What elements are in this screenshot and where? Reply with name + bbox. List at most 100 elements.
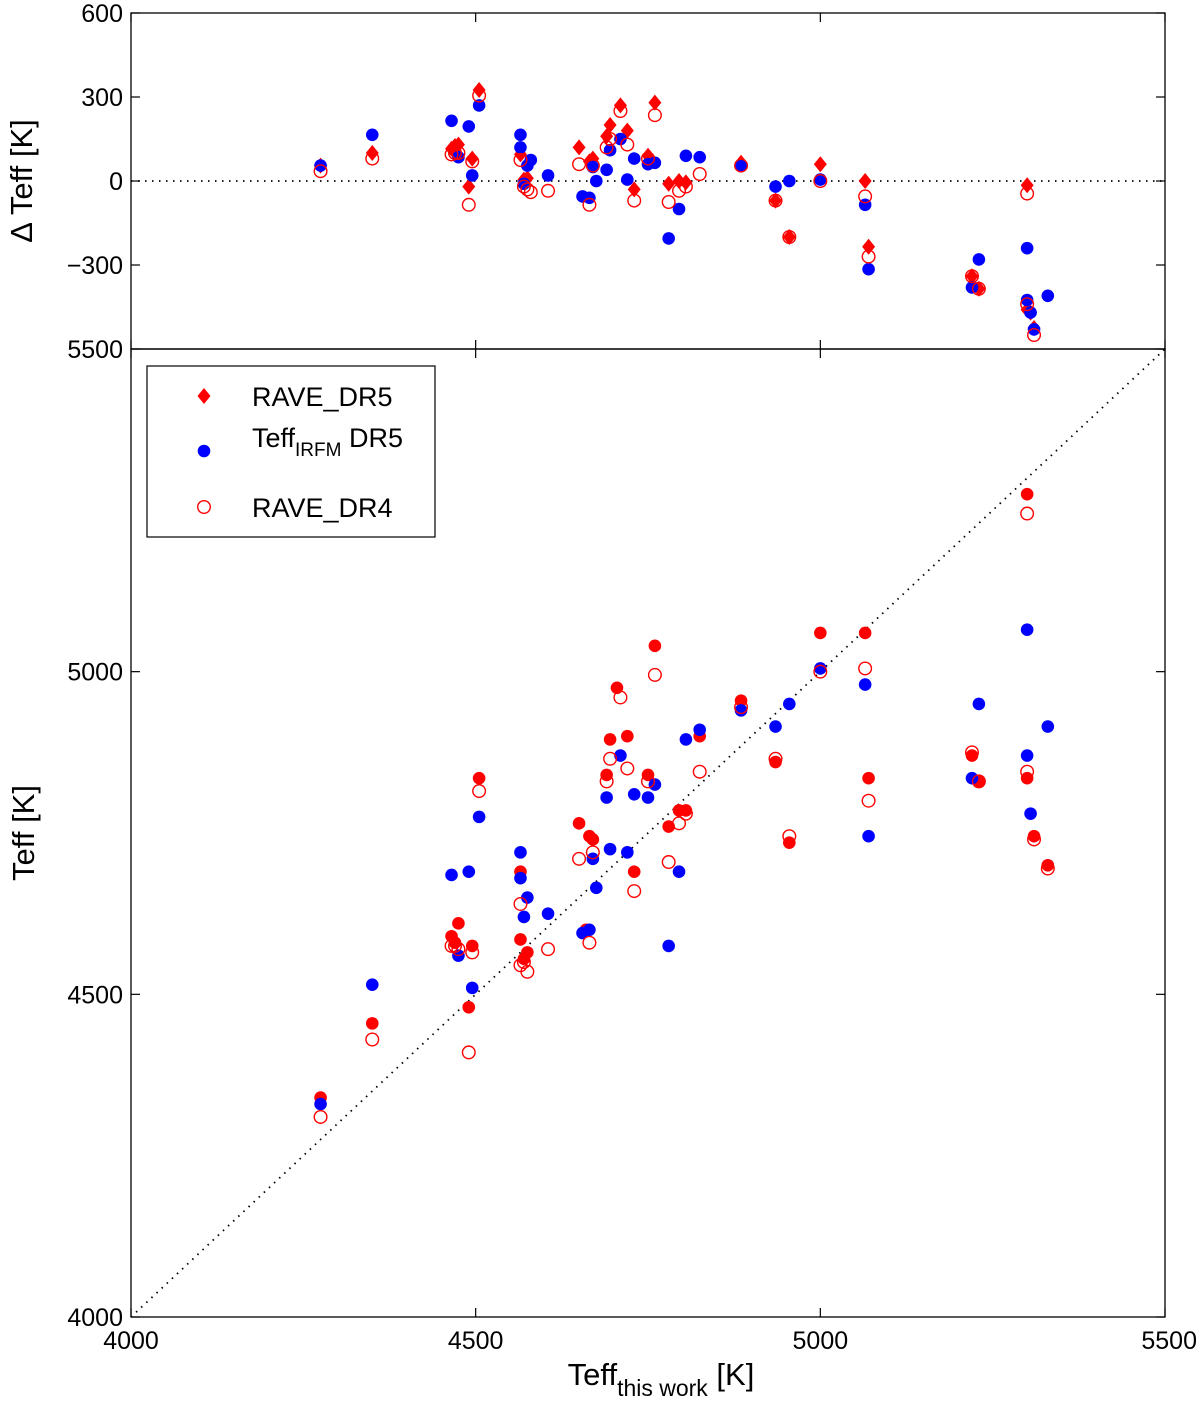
teff-point-rave-dr5 [462,1000,476,1014]
teff-point-teff-irfm-dr5 [583,923,596,937]
teff-point-rave-dr4 [768,751,783,766]
teff-point-teff-irfm-dr5 [783,697,796,711]
teff-point-teff-irfm-dr5 [472,810,486,824]
delta-point-rave-dr4 [768,193,783,208]
diagonal-line [130,348,1166,1318]
teff-point-teff-irfm-dr5 [621,846,634,859]
delta-point-rave-dr4 [971,281,986,296]
delta-point-rave-dr5 [472,82,486,98]
teff-point-rave-dr4 [585,845,600,860]
delta-teff-panel: 600 300 0 −300 5500 Δ Teff [K] [4,0,1166,364]
delta-point-rave-dr5 [627,181,641,198]
teff-point-teff-irfm-dr5 [314,1097,327,1111]
delta-point-rave-dr4 [472,88,487,103]
delta-point-teff-irfm-dr5 [862,262,875,276]
teff-point-rave-dr4 [1020,506,1035,521]
teff-point-rave-dr5 [1041,858,1055,872]
delta-point-rave-dr4 [572,157,587,172]
teff-x-tick-label: 4500 [448,1327,504,1355]
delta-point-teff-irfm-dr5 [586,160,600,174]
teff-point-teff-irfm-dr5 [627,787,641,801]
teff-point-rave-dr5 [965,749,979,762]
teff-point-rave-dr4 [603,751,618,766]
teff-point-rave-dr4 [472,784,487,799]
teff-point-rave-dr4 [1040,861,1055,876]
teff-point-teff-irfm-dr5 [662,939,675,953]
legend-label-teff-irfm-dr5: TeffIRFM DR5 [252,423,403,461]
teff-point-teff-irfm-dr5 [972,697,986,711]
delta-y-tick-label: 600 [81,0,123,28]
teff-point-teff-irfm-dr5 [517,910,531,924]
teff-point-rave-dr5 [572,817,586,830]
delta-point-rave-dr4 [964,269,979,284]
delta-point-rave-dr4 [465,154,480,169]
teff-point-rave-dr4 [582,935,597,950]
delta-point-rave-dr4 [585,158,600,173]
legend-label-teff-main: Teff [252,423,296,453]
delta-point-rave-dr4 [365,151,380,166]
teff-point-rave-dr4 [661,855,676,870]
teff-point-teff-irfm-dr5 [462,865,476,879]
teff-point-rave-dr4 [513,896,528,911]
teff-comparison-ticks: 4000 4500 5000 4000 4500 5000 5500 [67,349,1197,1355]
delta-point-rave-dr4 [603,131,618,146]
teff-point-teff-irfm-dr5 [514,871,527,885]
teff-point-rave-dr4 [451,942,466,957]
delta-point-rave-dr4 [641,151,656,166]
legend-label-dr5-tail: DR5 [341,423,403,453]
delta-point-teff-irfm-dr5 [1024,306,1037,319]
series-teff-irfm-dr5 [314,99,1055,336]
teff-point-rave-dr5 [621,729,634,743]
teff-point-rave-dr4 [613,690,628,705]
teff-point-rave-dr5 [514,933,527,946]
delta-point-rave-dr4 [782,229,797,244]
delta-point-teff-irfm-dr5 [541,169,555,182]
delta-teff-points [313,82,1055,343]
teff-point-rave-dr5 [814,626,827,640]
teff-point-rave-dr4 [678,806,693,821]
delta-point-teff-irfm-dr5 [1020,241,1034,255]
teff-point-teff-irfm-dr5 [521,891,534,904]
delta-point-teff-irfm-dr5 [514,128,527,142]
delta-point-rave-dr4 [734,158,749,173]
delta-point-rave-dr4 [613,103,628,118]
teff-point-rave-dr4 [964,745,979,760]
legend-label-rave-dr4: RAVE_DR4 [252,493,393,523]
delta-point-teff-irfm-dr5 [672,202,686,216]
teff-point-teff-irfm-dr5 [814,662,827,675]
teff-y-axis-label: Teff [K] [6,785,41,881]
delta-point-teff-irfm-dr5 [365,128,379,142]
teff-point-rave-dr4 [734,700,749,715]
delta-point-rave-dr4 [513,152,528,167]
teff-point-rave-dr4 [1027,832,1042,847]
delta-point-teff-irfm-dr5 [814,173,827,186]
delta-point-teff-irfm-dr5 [600,163,613,177]
teff-y-tick-label: 4500 [67,981,123,1009]
delta-point-teff-irfm-dr5 [1027,323,1041,336]
teff-point-teff-irfm-dr5 [679,733,693,746]
teff-comparison-plot-frame [130,348,1166,1318]
delta-point-rave-dr4 [447,145,462,160]
delta-point-teff-irfm-dr5 [514,141,527,154]
legend-label-irfm-subscript: IRFM [295,440,341,461]
teff-point-teff-irfm-dr5 [648,778,662,791]
one-to-one-reference-line [130,348,1166,1318]
teff-y-tick-label: 4000 [67,1304,123,1332]
delta-point-rave-dr4 [461,197,476,212]
delta-point-rave-dr4 [620,137,635,152]
teff-point-rave-dr4 [971,774,986,789]
teff-comparison-panel: 4000 4500 5000 4000 4500 5000 5500 Teff [K] Te… [6,348,1197,1401]
delta-point-teff-irfm-dr5 [472,99,486,112]
teff-point-teff-irfm-dr5 [672,865,686,879]
teff-x-tick-label: 5500 [1141,1327,1197,1355]
teff-point-rave-dr5 [586,833,600,846]
delta-point-rave-dr5 [648,94,662,111]
delta-point-teff-irfm-dr5 [524,153,538,167]
delta-point-rave-dr5 [813,156,827,173]
delta-point-teff-irfm-dr5 [972,253,986,266]
teff-point-rave-dr4 [861,793,876,808]
teff-point-rave-dr5 [452,917,465,930]
teff-point-rave-dr4 [647,667,662,682]
delta-point-rave-dr5 [769,192,783,209]
x-axis-label-subscript: this work [617,1375,708,1401]
